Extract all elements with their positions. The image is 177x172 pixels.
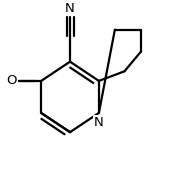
- Text: N: N: [94, 116, 104, 129]
- Text: O: O: [7, 74, 17, 87]
- Text: N: N: [65, 2, 75, 15]
